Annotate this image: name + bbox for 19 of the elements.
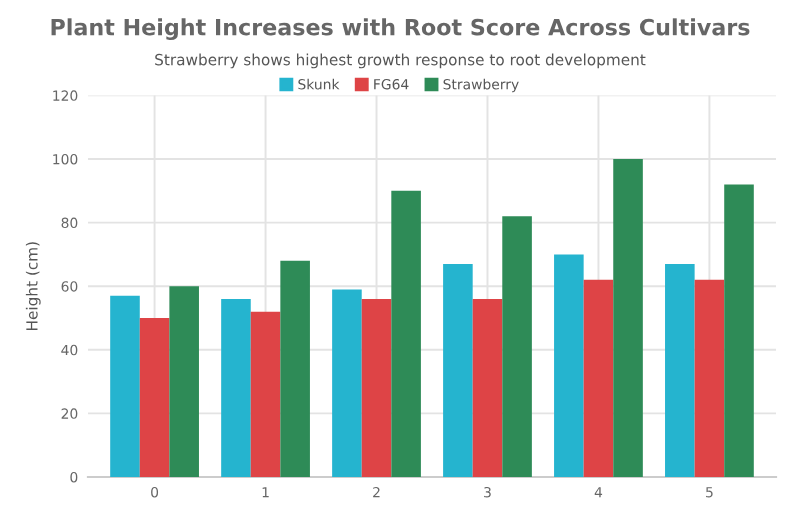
bar	[724, 184, 754, 477]
bar	[280, 260, 310, 477]
bar	[139, 318, 170, 477]
bar	[502, 216, 532, 477]
bar	[169, 286, 199, 477]
bar	[583, 279, 614, 477]
bar	[250, 311, 281, 477]
bar	[613, 159, 643, 477]
bar	[443, 263, 473, 477]
chart-title: Plant Height Increases with Root Score Across Cultivars	[51, 18, 750, 40]
bar	[391, 190, 421, 477]
bar	[361, 298, 392, 477]
bar	[221, 298, 251, 477]
bar	[110, 295, 140, 477]
bar	[554, 254, 584, 477]
bar	[694, 279, 725, 477]
bar	[472, 298, 503, 477]
bar	[665, 263, 695, 477]
bar	[332, 289, 362, 477]
